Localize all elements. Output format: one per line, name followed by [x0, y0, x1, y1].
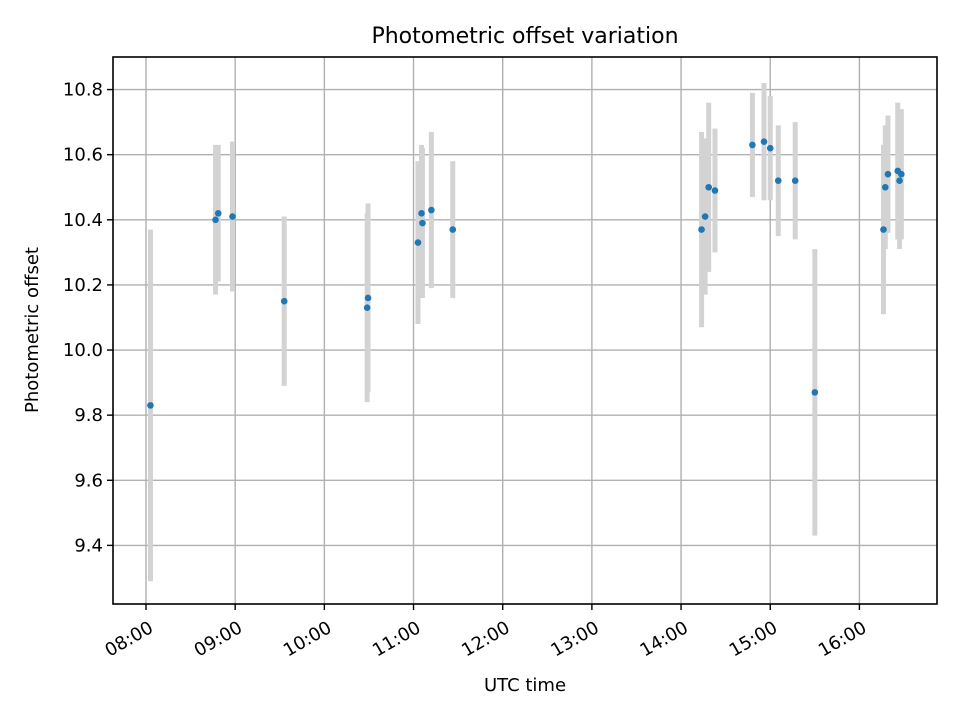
y-axis-label: Photometric offset — [22, 247, 43, 413]
x-tick-label: 10:00 — [280, 617, 335, 661]
data-point — [881, 183, 889, 191]
y-tick-label: 9.4 — [74, 535, 103, 556]
data-point — [363, 304, 371, 312]
y-tick-label: 10.0 — [63, 340, 103, 361]
y-tick-label: 10.6 — [63, 145, 103, 166]
data-point — [414, 239, 422, 246]
y-tick-label: 9.8 — [74, 405, 103, 426]
data-point — [766, 144, 774, 152]
data-point — [214, 209, 222, 217]
data-point — [749, 141, 756, 149]
x-tick-label: 14:00 — [637, 617, 692, 661]
x-tick-label: 08:00 — [101, 617, 156, 661]
data-point — [428, 206, 435, 214]
x-tick-label: 11:00 — [369, 617, 424, 661]
data-point — [880, 226, 887, 233]
data-point — [147, 402, 154, 409]
y-axis-ticks: 9.4 9.6 9.8 10.0 10.2 10.4 10.6 10.8 — [63, 80, 113, 556]
x-tick-label: 16:00 — [815, 617, 870, 661]
data-point — [791, 177, 799, 185]
y-tick-label: 10.4 — [63, 210, 103, 231]
x-tick-label: 13:00 — [547, 617, 602, 661]
data-point — [711, 187, 719, 194]
data-point — [212, 216, 219, 224]
y-tick-label: 9.6 — [74, 470, 103, 491]
data-point — [229, 213, 236, 220]
data-point — [419, 219, 426, 227]
plot-frame — [112, 56, 938, 605]
chart-title: Photometric offset variation — [371, 24, 678, 49]
y-tick-label: 10.8 — [63, 80, 103, 101]
data-point — [364, 294, 372, 302]
x-tick-label: 12:00 — [458, 617, 513, 661]
x-tick-label: 09:00 — [191, 617, 246, 661]
data-point — [884, 170, 892, 178]
x-tick-label: 15:00 — [726, 617, 781, 661]
data-point — [280, 297, 288, 305]
data-point — [701, 213, 709, 220]
data-point — [898, 170, 905, 178]
error-bars — [147, 83, 904, 582]
x-axis-label: UTC time — [484, 675, 566, 696]
data-point — [760, 138, 768, 145]
grid-lines — [113, 57, 937, 604]
data-point — [774, 177, 782, 185]
data-point — [811, 389, 819, 396]
x-axis-ticks: 08:00 09:00 10:00 11:00 12:00 13:00 14:00 15:00… — [101, 604, 870, 661]
data-point — [418, 209, 425, 217]
data-points — [147, 138, 905, 409]
data-point — [896, 177, 903, 185]
data-point — [705, 183, 713, 191]
data-point — [698, 226, 705, 233]
y-tick-label: 10.2 — [63, 275, 103, 296]
data-point — [449, 226, 457, 233]
